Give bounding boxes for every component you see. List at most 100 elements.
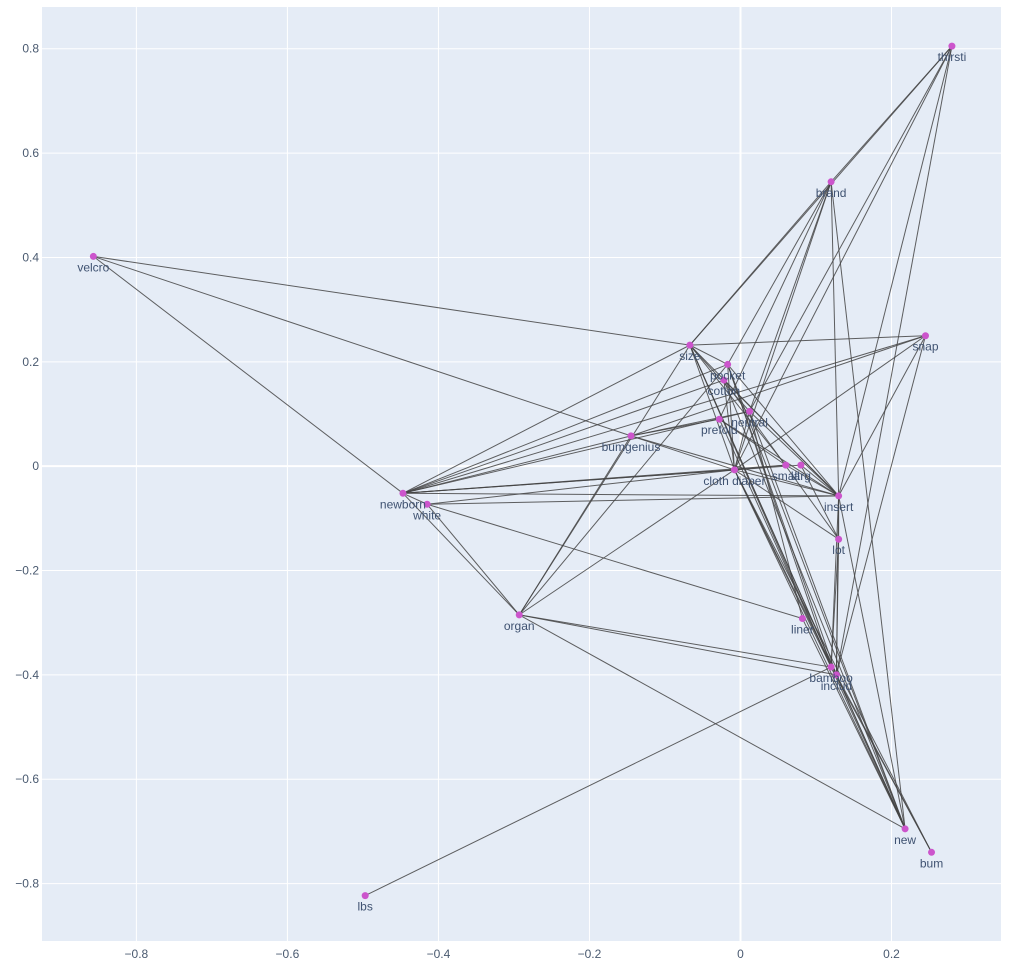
edge bbox=[93, 255, 632, 437]
node-point[interactable] bbox=[948, 42, 956, 50]
node-point[interactable] bbox=[746, 407, 754, 415]
node-point[interactable] bbox=[798, 615, 806, 623]
node-point[interactable] bbox=[832, 671, 840, 679]
edge bbox=[402, 335, 926, 494]
node-point[interactable] bbox=[730, 466, 738, 474]
edge bbox=[733, 469, 932, 853]
edge bbox=[93, 255, 690, 346]
node-label: insert bbox=[824, 500, 854, 514]
node-point[interactable] bbox=[720, 376, 728, 384]
x-tick-label: −0.8 bbox=[125, 947, 149, 961]
edge bbox=[800, 464, 839, 497]
edge bbox=[838, 495, 906, 829]
node-label: bum bbox=[920, 856, 943, 870]
edge bbox=[689, 344, 787, 466]
node-label: lot bbox=[832, 543, 845, 557]
node-label: lbs bbox=[358, 900, 373, 914]
edges bbox=[93, 45, 953, 897]
edge bbox=[427, 495, 839, 505]
node-label: prefold bbox=[701, 423, 738, 437]
edge bbox=[749, 45, 953, 412]
node-label: pocket bbox=[710, 368, 746, 382]
edge bbox=[830, 539, 840, 668]
node-label: bamboo bbox=[809, 671, 853, 685]
edge bbox=[723, 379, 906, 830]
edge bbox=[402, 379, 725, 494]
node-point[interactable] bbox=[89, 252, 97, 260]
node-point[interactable] bbox=[399, 489, 407, 497]
nodes bbox=[89, 42, 956, 900]
node-point[interactable] bbox=[827, 178, 835, 186]
edge bbox=[689, 344, 837, 676]
edge bbox=[838, 46, 953, 497]
edge bbox=[426, 503, 803, 620]
edge bbox=[402, 410, 750, 494]
node-label: new bbox=[894, 833, 916, 847]
node-point[interactable] bbox=[627, 432, 635, 440]
node-label: larg bbox=[791, 469, 811, 483]
node-label: neutral bbox=[731, 415, 768, 429]
edge bbox=[749, 411, 906, 829]
node-point[interactable] bbox=[686, 341, 694, 349]
node-point[interactable] bbox=[782, 461, 790, 469]
node-label: bumgenius bbox=[602, 440, 661, 454]
edge bbox=[733, 469, 837, 676]
edge bbox=[630, 418, 720, 437]
y-tick-label: 0 bbox=[32, 459, 39, 473]
node-point[interactable] bbox=[724, 360, 732, 368]
edge bbox=[630, 435, 839, 497]
grid-lines bbox=[42, 7, 1001, 941]
edge bbox=[518, 364, 729, 616]
edge bbox=[727, 364, 735, 470]
edge bbox=[402, 363, 728, 494]
y-tick-label: −0.8 bbox=[15, 877, 39, 891]
node-label: size bbox=[679, 349, 701, 363]
edge bbox=[734, 469, 839, 540]
node-label: brand bbox=[816, 186, 847, 200]
node-labels: thirsti brand velcro snap size pocket cotton ne… bbox=[77, 50, 966, 913]
edge bbox=[402, 435, 632, 494]
edge bbox=[719, 418, 787, 466]
plot-background bbox=[42, 7, 1001, 941]
node-point[interactable] bbox=[515, 611, 523, 619]
edge bbox=[800, 464, 840, 540]
node-point[interactable] bbox=[921, 332, 929, 340]
edge bbox=[402, 492, 428, 505]
node-label: organ bbox=[504, 619, 535, 633]
x-axis-tick-labels: −0.8 −0.6 −0.4 −0.2 0 0.2 bbox=[125, 947, 901, 961]
edge bbox=[727, 364, 906, 829]
edge bbox=[835, 674, 932, 853]
node-point[interactable] bbox=[715, 415, 723, 423]
edge bbox=[689, 344, 728, 365]
node-label: velcro bbox=[77, 260, 109, 274]
y-tick-label: 0.4 bbox=[22, 250, 39, 264]
edge bbox=[727, 364, 840, 497]
edge bbox=[630, 435, 735, 471]
node-point[interactable] bbox=[423, 500, 431, 508]
edge bbox=[733, 45, 953, 471]
edge bbox=[364, 666, 832, 897]
node-point[interactable] bbox=[901, 825, 909, 833]
edge bbox=[835, 539, 840, 675]
node-point[interactable] bbox=[835, 492, 843, 500]
y-tick-label: 0.2 bbox=[22, 355, 39, 369]
node-point[interactable] bbox=[835, 535, 843, 543]
node-point[interactable] bbox=[928, 848, 936, 856]
edge bbox=[749, 411, 839, 497]
node-point[interactable] bbox=[361, 892, 369, 900]
edge bbox=[518, 614, 906, 830]
edge bbox=[402, 344, 691, 494]
edge bbox=[519, 614, 837, 676]
y-axis-tick-labels: −0.8 −0.6 −0.4 −0.2 0 0.2 0.4 0.6 0.8 bbox=[15, 42, 39, 891]
edge bbox=[723, 379, 840, 497]
edge bbox=[689, 335, 926, 346]
node-point[interactable] bbox=[827, 663, 835, 671]
node-point[interactable] bbox=[797, 461, 805, 469]
edge bbox=[718, 181, 832, 420]
edge bbox=[426, 503, 520, 616]
edge bbox=[723, 379, 840, 540]
edge bbox=[727, 364, 837, 676]
node-label: cotton bbox=[708, 384, 741, 398]
x-tick-label: 0.2 bbox=[883, 947, 900, 961]
